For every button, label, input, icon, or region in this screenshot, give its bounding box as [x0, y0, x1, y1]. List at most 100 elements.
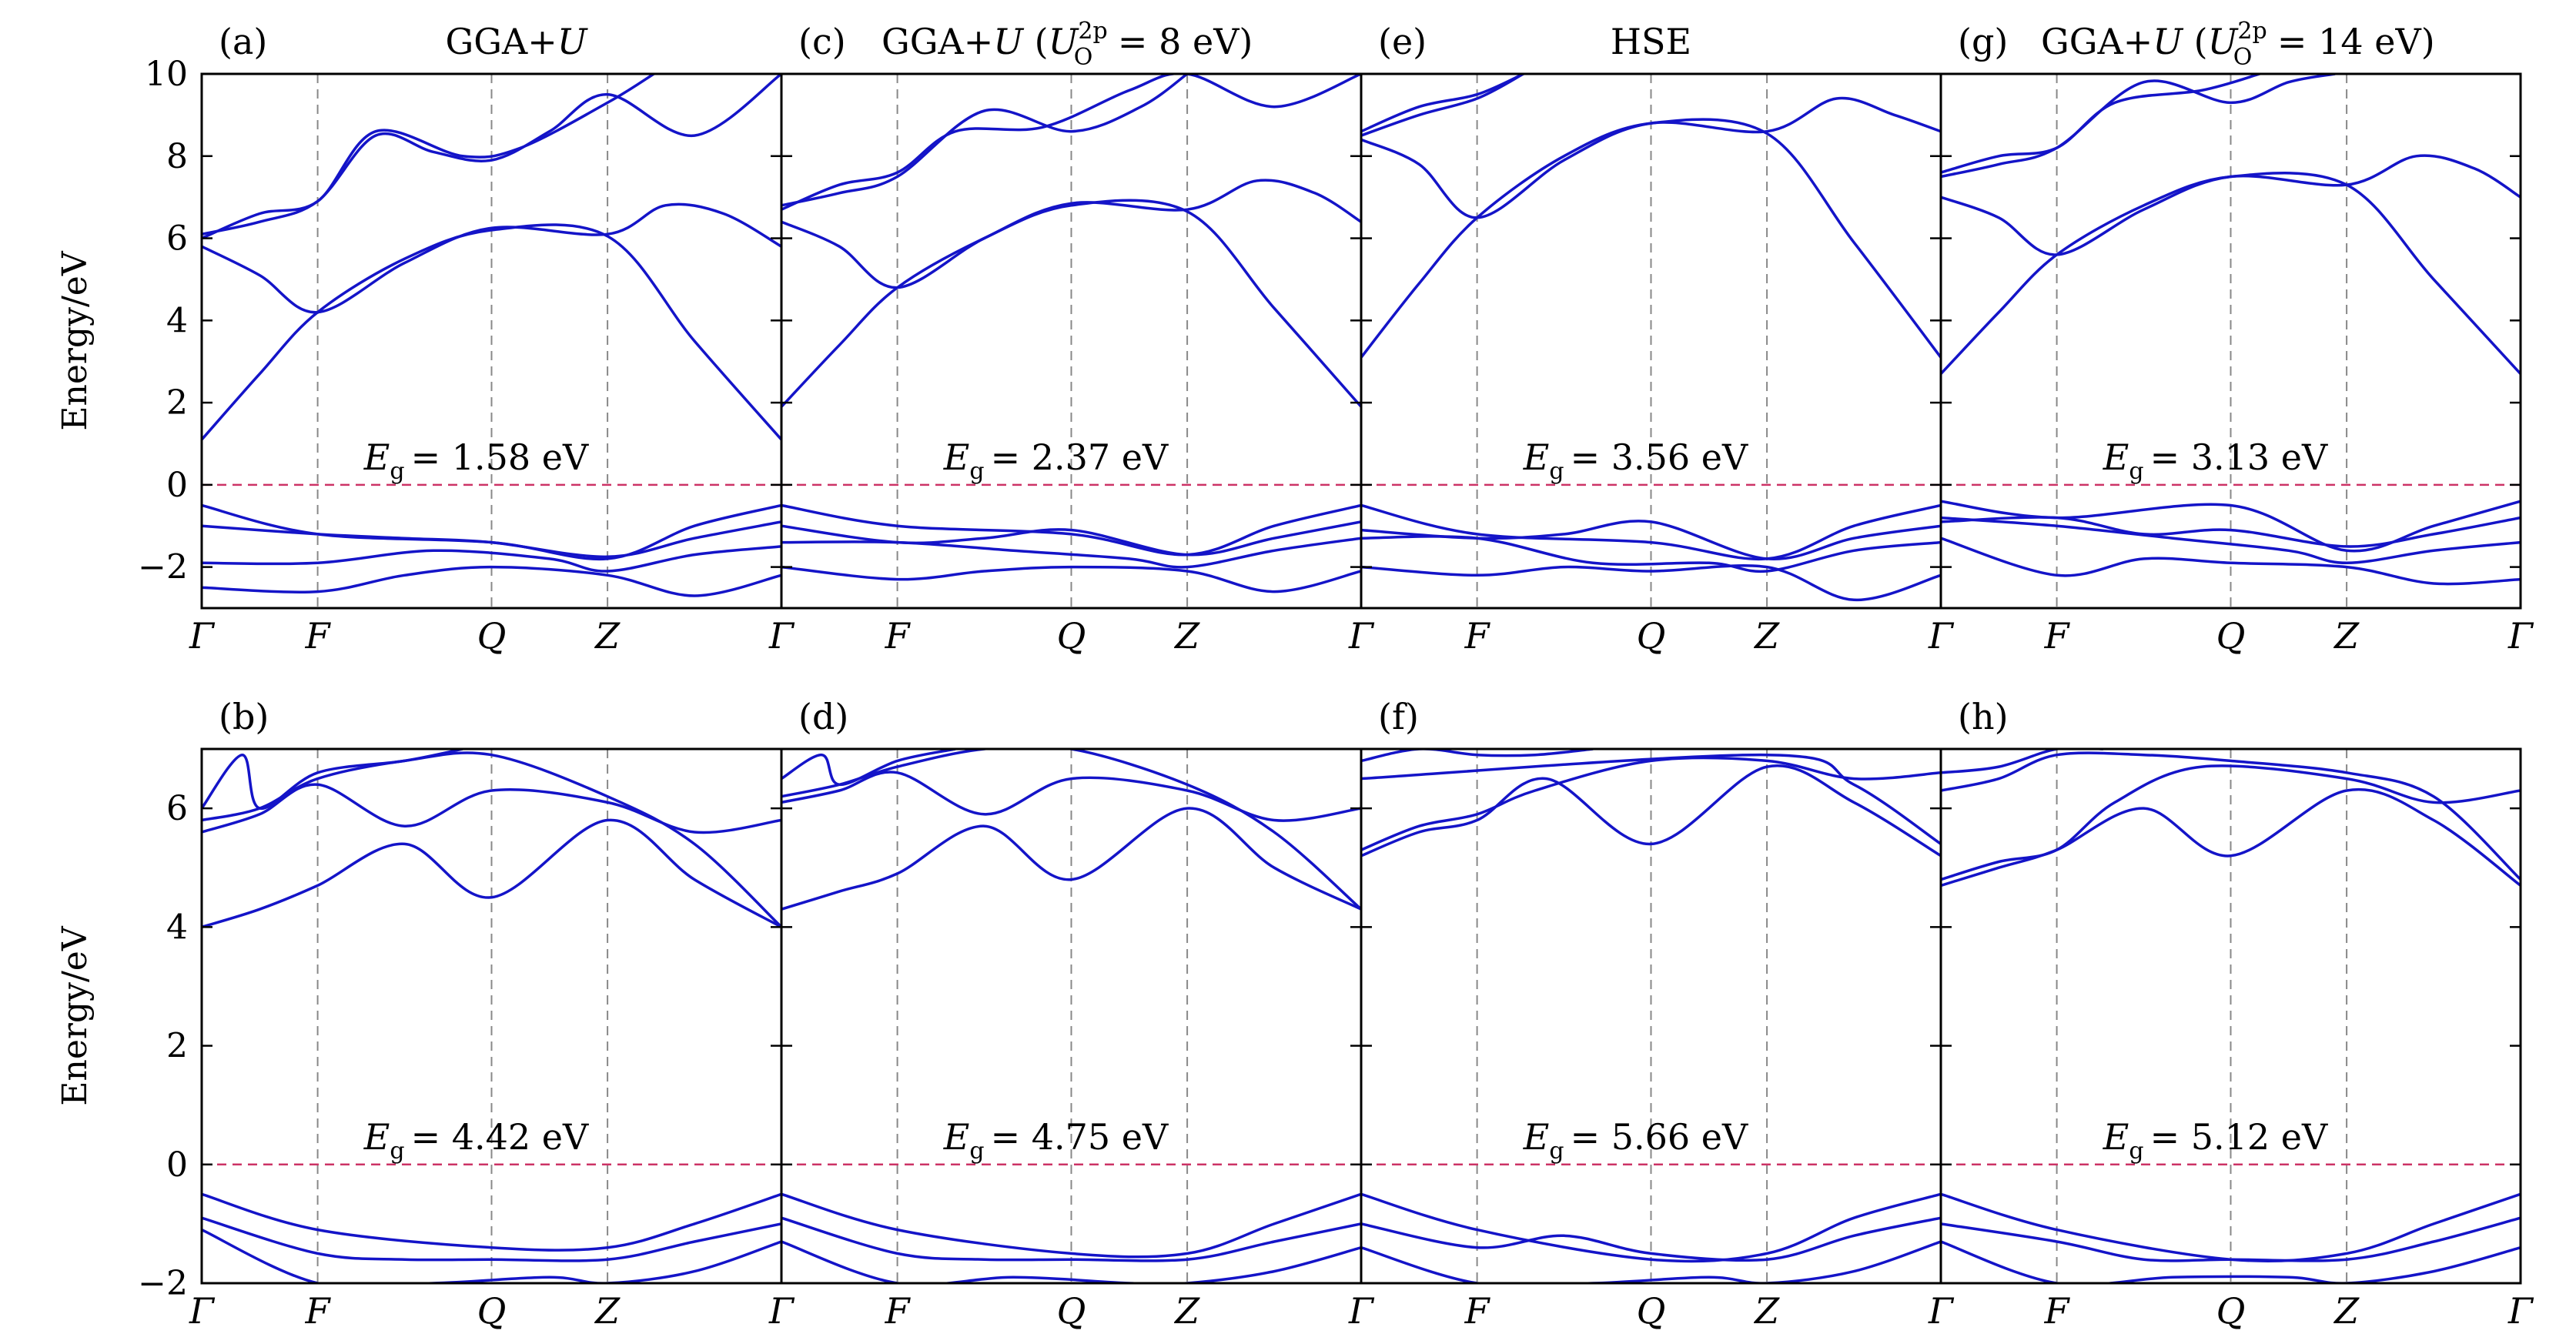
- panel-e: F Q Z Γ (e) HSE Eg = 3.56 eV: [1360, 21, 1955, 657]
- kpoint-label: Z: [2333, 1290, 2360, 1332]
- kpoint-label: Γ: [189, 1290, 216, 1332]
- band-line: [202, 223, 781, 441]
- kpoint-label: Z: [1173, 615, 1200, 657]
- band-gap-label: Eg = 3.56 eV: [1523, 436, 1748, 485]
- y-tick-label: 4: [166, 908, 188, 947]
- panel-a: −2 0 2 4 6 8 10 Γ F Q Z Γ (a) GGA+U Eg = 1.58 eV: [138, 21, 795, 657]
- panel-tag: (g): [1958, 21, 2008, 62]
- panel-b: −2 0 2 4 6 Γ F Q Z Γ (b) Eg = 4.42 eV: [138, 696, 795, 1332]
- band-line: [1361, 749, 1594, 763]
- bands: [1361, 74, 1941, 602]
- kpoint-label: Z: [2333, 615, 2360, 657]
- kpoint-label: Q: [477, 1290, 507, 1332]
- y-tick-label: 0: [166, 466, 188, 505]
- panel-tag: (a): [219, 21, 267, 62]
- kpoint-label: Γ: [1928, 1290, 1955, 1332]
- kpoint-label: Q: [1637, 1290, 1666, 1332]
- band-line: [781, 537, 1361, 569]
- kpoint-label: Z: [1173, 1290, 1200, 1332]
- panel-d: F Q Z Γ (d) Eg = 4.75 eV: [780, 696, 1375, 1332]
- panel-title: GGA+U (U2p O = 8 eV): [882, 18, 1253, 71]
- kpoint-label: Q: [477, 615, 507, 657]
- kpoint-label: Q: [1057, 615, 1086, 657]
- band-line: [202, 565, 781, 597]
- kpoint-label: Q: [1057, 1290, 1086, 1332]
- y-tick-label: −2: [138, 1264, 188, 1303]
- kpoint-label: Γ: [2507, 615, 2534, 657]
- y-tick-label: 0: [166, 1145, 188, 1185]
- y-tick-label: 8: [166, 137, 188, 176]
- y-tick-label: 6: [166, 789, 188, 828]
- band-gap-label: Eg = 4.75 eV: [943, 1116, 1169, 1165]
- band-line: [202, 818, 781, 928]
- band-line: [781, 74, 1361, 211]
- band-line: [1941, 787, 2521, 888]
- band-line: [1361, 503, 1941, 561]
- band-line: [781, 199, 1361, 408]
- panel-c: F Q Z Γ (c) GGA+U (U2p O = 8 eV) Eg = 2.37 eV: [780, 18, 1375, 657]
- kpoint-label: Γ: [1348, 1290, 1375, 1332]
- bands: [781, 74, 1361, 593]
- kpoint-label: F: [885, 615, 912, 657]
- y-tick-label: 6: [166, 219, 188, 259]
- panel-frame: [1939, 747, 2522, 1285]
- panel-tag: (e): [1378, 21, 1427, 62]
- bands: [202, 74, 781, 597]
- bands: [1941, 749, 2521, 1283]
- bands: [1941, 74, 2521, 586]
- band-line: [1361, 764, 1941, 858]
- band-line: [202, 74, 655, 240]
- kpoint-label: Z: [594, 1290, 621, 1332]
- band-gap-label: Eg = 2.37 eV: [943, 436, 1169, 485]
- panel-tag: (b): [219, 696, 269, 737]
- bands: [1361, 749, 1941, 1283]
- panel-tag: (h): [1958, 696, 2009, 737]
- band-gap-label: Eg = 5.66 eV: [1523, 1116, 1748, 1165]
- band-line: [781, 565, 1361, 593]
- band-line: [202, 202, 781, 314]
- band-line: [202, 749, 463, 810]
- kpoint-label: F: [1464, 1290, 1491, 1332]
- band-line: [781, 179, 1361, 289]
- panel-tag: (d): [798, 696, 848, 737]
- band-line: [1361, 535, 1941, 573]
- y-tick-label: 2: [166, 383, 188, 423]
- band-line: [781, 503, 1361, 557]
- band-line: [1361, 74, 1524, 137]
- band-line: [1941, 764, 2521, 881]
- panel-tag: (c): [798, 21, 846, 62]
- kpoint-label: F: [2044, 1290, 2071, 1332]
- band-line: [1361, 1192, 1941, 1263]
- band-line: [202, 783, 781, 834]
- band-line: [1361, 753, 1941, 845]
- kpoint-label: Γ: [768, 615, 795, 657]
- panel-frame: [1939, 72, 2522, 610]
- kpoint-label: F: [1464, 615, 1491, 657]
- kpoint-label: Γ: [1348, 615, 1375, 657]
- band-gap-label: Eg = 4.42 eV: [363, 1116, 589, 1165]
- band-line: [1361, 1216, 1941, 1262]
- kpoint-label: Q: [2216, 615, 2246, 657]
- band-line: [1361, 564, 1941, 602]
- kpoint-label: Γ: [1928, 615, 1955, 657]
- band-gap-label: Eg = 5.12 eV: [2103, 1116, 2328, 1165]
- panel-title: GGA+U: [446, 21, 589, 62]
- band-gap-label: Eg = 3.13 eV: [2103, 436, 2328, 485]
- y-axis-label: Energy/eV: [55, 250, 95, 430]
- band-line: [202, 520, 781, 559]
- kpoint-label: Z: [1753, 1290, 1780, 1332]
- kpoint-label: Z: [594, 615, 621, 657]
- panels-layer: Energy/eV Energy/eV −2 0 2 4 6 8 10 Γ F Q Z Γ (a) GGA+U…: [55, 18, 2534, 1332]
- band-line: [202, 751, 781, 928]
- kpoint-label: F: [305, 615, 332, 657]
- band-line: [1941, 537, 2521, 586]
- band-line: [1941, 516, 2521, 548]
- band-line: [781, 807, 1361, 911]
- band-line: [1941, 751, 2521, 881]
- band-line: [781, 1216, 1361, 1262]
- kpoint-label: Γ: [768, 1290, 795, 1332]
- band-line: [1941, 154, 2521, 256]
- band-line: [781, 1192, 1361, 1259]
- band-gap-label: Eg = 1.58 eV: [363, 436, 589, 485]
